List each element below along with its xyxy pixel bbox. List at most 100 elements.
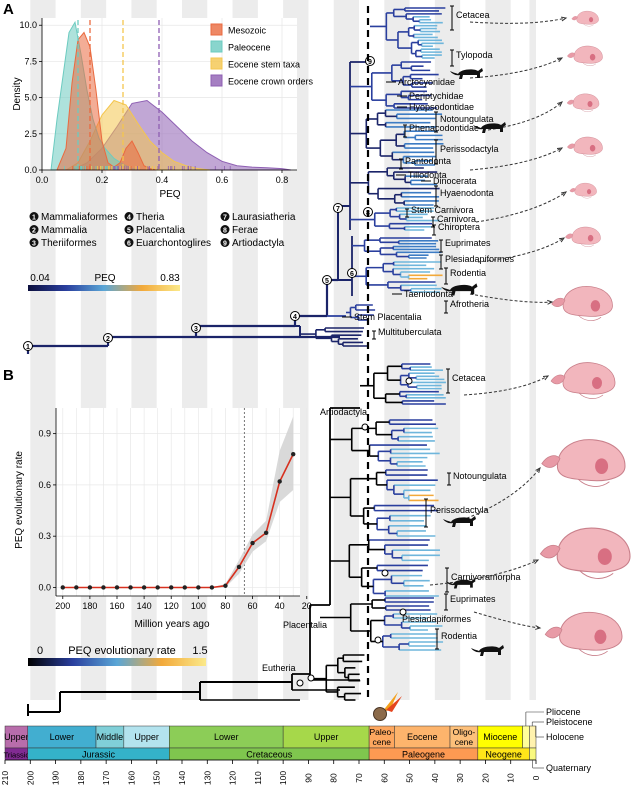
rate-point — [291, 451, 296, 457]
rate-point — [114, 585, 120, 590]
node-label-artiodactyla: Artiodactyla — [320, 407, 367, 417]
time-tick-label: 150 — [152, 771, 162, 785]
x-tick-label: 0.6 — [216, 175, 229, 185]
node-number: 5 — [325, 278, 329, 285]
clade-labels-a: Cetacea Tylopoda Arctocyonidae Periptychida… — [342, 5, 515, 340]
brain-line — [582, 62, 597, 66]
node-legend-label: Euarchontoglires — [136, 238, 211, 249]
node-legend-marker — [124, 212, 134, 221]
period-label: Jurassic — [82, 750, 116, 760]
brain-shape — [576, 10, 599, 25]
rate-colorbar-max: 1.5 — [192, 645, 207, 657]
brain-endocast-image — [567, 136, 603, 157]
rate-point — [141, 585, 147, 590]
node-legend-label: Theria — [136, 212, 165, 223]
time-tick-label: 190 — [51, 771, 61, 785]
x-tick-label: 180 — [82, 601, 97, 611]
brain-shape — [572, 93, 600, 110]
node-label-placentalia: Placentalia — [283, 620, 327, 630]
arrow-head — [532, 559, 540, 565]
rate-series-line — [62, 453, 294, 589]
x-tick-label: 100 — [191, 601, 206, 611]
node-legend-label: Theriiformes — [41, 238, 97, 249]
node-legend-label: Mammalia — [41, 225, 88, 236]
time-tick-label: 50 — [405, 773, 415, 783]
brain-region — [586, 189, 592, 195]
node-number: 2 — [106, 336, 110, 343]
olfactory-bulb — [544, 626, 563, 639]
arrow-head — [557, 101, 563, 107]
rate-point — [60, 585, 65, 590]
arrow-head — [560, 16, 568, 22]
rate-point — [87, 585, 93, 590]
brain-region — [592, 377, 602, 389]
node-marker — [296, 679, 304, 687]
node-legend-marker — [124, 225, 134, 234]
brain-region — [594, 629, 607, 644]
arrow-head — [547, 299, 554, 305]
legend-swatch — [210, 23, 223, 36]
rate-point — [250, 540, 255, 546]
legend-label: Eocene crown orders — [228, 77, 314, 87]
dashed-arrow — [469, 147, 563, 171]
node-legend-marker — [220, 225, 230, 234]
clade-label: Carnivora — [437, 214, 476, 224]
arrow-head — [556, 57, 564, 63]
node-legend-number: 8 — [223, 227, 227, 234]
brain-line — [578, 315, 602, 321]
epoch-label: Paleo- — [369, 727, 394, 737]
brain-region — [590, 300, 601, 312]
rate-point — [223, 583, 228, 588]
brain-endocast-image — [541, 439, 626, 487]
brain-line — [583, 23, 594, 27]
brain-endocast-image — [544, 611, 623, 656]
legend-label: Paleocene — [228, 43, 271, 53]
node-legend-marker — [29, 225, 39, 234]
time-band — [333, 0, 359, 700]
node-legend-label: Artiodactyla — [232, 238, 285, 249]
olfactory-bulb — [551, 297, 566, 307]
brain-endocast-image — [569, 182, 597, 199]
arrow-head — [558, 237, 566, 243]
legend-swatch — [210, 74, 223, 87]
node-number: 7 — [336, 206, 340, 213]
brain-region — [587, 101, 593, 107]
density-mean-lines — [77, 20, 160, 170]
peq-colorbar-title: PEQ — [94, 273, 115, 284]
rate-colorbar-min: 0 — [37, 645, 43, 657]
brain-endocasts — [429, 10, 631, 656]
period-label: Paleogene — [402, 750, 445, 760]
clade-label: Notoungulata — [440, 114, 494, 124]
epoch-label-cont: cene — [373, 737, 392, 747]
legend-swatch — [210, 40, 223, 53]
time-tick-label: 70 — [354, 773, 364, 783]
callout-label: Holocene — [546, 732, 584, 742]
node-legend-number: 7 — [223, 214, 227, 221]
brain-region — [589, 53, 596, 61]
clade-label: Arctocyonidae — [398, 77, 455, 87]
animal-silhouettes — [441, 68, 506, 656]
arrow-head — [560, 191, 568, 197]
olfactory-bulb — [567, 143, 576, 149]
epoch-label-cont: cene — [455, 737, 474, 747]
node-marker — [307, 674, 315, 682]
time-band — [384, 0, 410, 700]
node-legend-label: Mammaliaformes — [41, 212, 118, 223]
clade-label: Rodentia — [441, 631, 477, 641]
legend-label: Eocene stem taxa — [228, 60, 300, 70]
rate-point — [196, 585, 201, 590]
x-tick-label: 0.0 — [36, 175, 49, 185]
brain-region — [589, 144, 596, 152]
colorbar-swatch — [28, 285, 180, 291]
node-legend-number: 1 — [32, 214, 36, 221]
clade-label: Hyaenodonta — [440, 188, 494, 198]
time-tick-label: 140 — [177, 771, 187, 785]
rate-point — [277, 479, 282, 484]
arrow-head — [556, 147, 564, 153]
brain-endocast-image — [551, 286, 613, 321]
period-label: Neogene — [485, 750, 522, 760]
brain-region — [595, 458, 609, 474]
rate-point — [74, 585, 79, 590]
node-marker — [399, 608, 407, 616]
silhouette-shape — [441, 283, 478, 296]
